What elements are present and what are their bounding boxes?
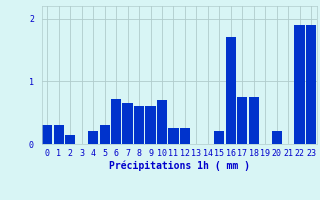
Bar (271, 131, 282, 144)
Bar (134, 106, 144, 144)
Bar (145, 106, 156, 144)
X-axis label: Précipitations 1h ( mm ): Précipitations 1h ( mm ) (109, 161, 250, 171)
Bar (306, 25, 316, 144)
Bar (214, 131, 225, 144)
Bar (42, 125, 52, 144)
Bar (237, 97, 247, 144)
Bar (65, 135, 76, 144)
Bar (54, 125, 64, 144)
Bar (100, 125, 110, 144)
Bar (180, 128, 190, 144)
Bar (249, 97, 259, 144)
Bar (294, 25, 305, 144)
Bar (157, 100, 167, 144)
Bar (123, 103, 133, 144)
Bar (88, 131, 98, 144)
Bar (226, 37, 236, 144)
Bar (168, 128, 179, 144)
Bar (111, 99, 121, 144)
